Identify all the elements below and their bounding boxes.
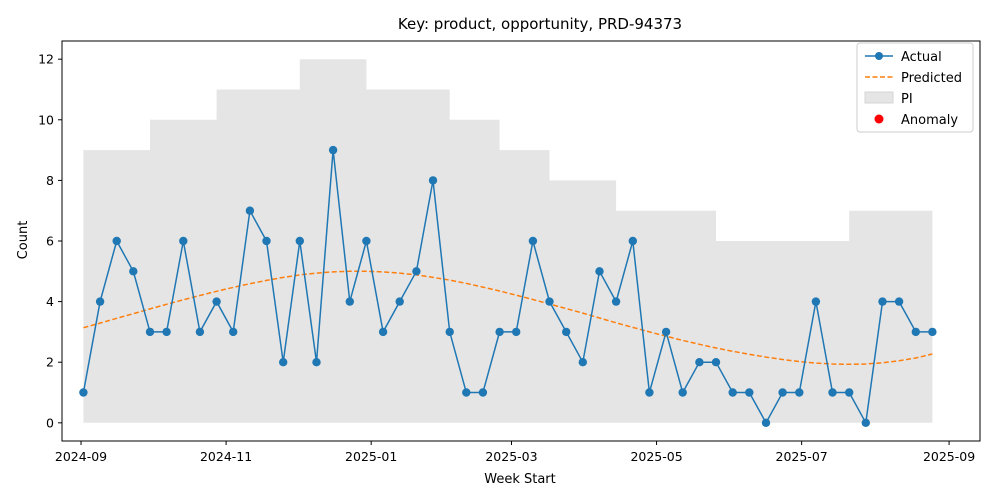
x-tick-label: 2024-09	[55, 449, 107, 464]
actual-point	[495, 327, 504, 337]
actual-point	[345, 297, 354, 306]
prediction-interval-layer	[83, 59, 933, 423]
actual-point	[861, 418, 870, 427]
legend-anomaly-label: Anomaly	[901, 113, 958, 128]
legend-predicted-label: Predicted	[901, 71, 962, 86]
x-tick-label: 2025-09	[923, 449, 975, 464]
actual-point	[312, 358, 321, 367]
actual-point	[695, 358, 704, 367]
actual-point	[478, 388, 488, 397]
legend-anomaly-marker	[874, 114, 884, 124]
actual-point	[229, 327, 238, 337]
actual-point	[745, 388, 754, 397]
actual-point	[245, 206, 255, 215]
actual-point	[545, 297, 554, 306]
actual-point	[179, 236, 188, 246]
x-tick-label: 2025-05	[630, 449, 682, 464]
y-tick-label: 10	[38, 112, 54, 127]
actual-point	[279, 358, 288, 367]
actual-point	[328, 145, 338, 155]
y-axis-ticks: 0 2 4 6 8 10 12	[38, 52, 62, 430]
y-tick-label: 6	[46, 234, 54, 249]
prediction-interval-band	[83, 59, 933, 423]
legend-box	[856, 42, 974, 133]
legend: Actual Predicted PI Anomaly	[856, 42, 974, 133]
y-tick-label: 4	[46, 294, 54, 309]
actual-point	[795, 388, 804, 397]
actual-point	[894, 297, 904, 306]
actual-series-line	[82, 150, 933, 426]
actual-point	[162, 327, 171, 337]
actual-point	[412, 267, 421, 276]
legend-actual-marker	[875, 52, 883, 60]
plot-area	[61, 40, 981, 442]
y-tick-label: 2	[46, 355, 54, 370]
actual-point	[562, 327, 571, 337]
actual-point	[195, 327, 205, 337]
actual-point	[578, 358, 587, 367]
actual-point	[761, 418, 771, 427]
actual-point	[811, 297, 821, 306]
y-axis-label: Count	[16, 221, 31, 260]
actual-point	[928, 327, 937, 337]
legend-actual-label: Actual	[901, 50, 942, 65]
actual-point	[129, 267, 138, 276]
actual-point	[512, 327, 521, 337]
actual-point	[462, 388, 471, 397]
y-tick-label: 12	[38, 52, 54, 67]
actual-point	[362, 236, 371, 246]
actual-point	[528, 236, 538, 246]
actual-point	[878, 297, 887, 306]
actual-point	[79, 388, 88, 397]
predicted-layer	[83, 270, 933, 366]
actual-point	[445, 327, 454, 337]
actual-point	[911, 327, 920, 337]
actual-point	[828, 388, 837, 397]
actual-point	[378, 327, 388, 337]
x-tick-label: 2024-11	[200, 449, 252, 464]
legend-pi: PI	[864, 91, 913, 107]
actual-point	[645, 388, 654, 397]
actual-point	[678, 388, 687, 397]
legend-actual: Actual	[865, 50, 942, 65]
actual-point	[845, 388, 854, 397]
x-tick-label: 2025-07	[776, 449, 828, 464]
actual-point	[595, 267, 604, 276]
actual-point	[395, 297, 404, 306]
actual-point	[611, 297, 621, 306]
actual-point	[711, 358, 721, 367]
actual-point	[262, 236, 271, 246]
actual-point	[95, 297, 105, 306]
actual-point	[295, 236, 304, 246]
actual-point	[728, 388, 737, 397]
legend-predicted: Predicted	[865, 71, 962, 86]
actual-point	[428, 176, 438, 185]
legend-pi-swatch	[864, 91, 894, 104]
predicted-series-line	[83, 270, 933, 366]
x-axis-label: Week Start	[484, 472, 556, 487]
y-tick-label: 8	[46, 173, 54, 188]
actual-point	[112, 236, 121, 246]
actual-point	[778, 388, 787, 397]
actual-point	[145, 327, 155, 337]
y-tick-label: 0	[46, 415, 54, 430]
x-tick-label: 2025-01	[345, 449, 397, 464]
actual-layer	[79, 145, 937, 427]
legend-pi-label: PI	[901, 92, 913, 107]
x-tick-label: 2025-03	[485, 449, 537, 464]
actual-point	[212, 297, 221, 306]
legend-anomaly: Anomaly	[874, 113, 958, 128]
chart-title: Key: product, opportunity, PRD-94373	[398, 15, 682, 33]
x-axis-ticks: 2024-09 2024-11 2025-01 2025-03 2025-05 2025-…	[55, 441, 975, 464]
actual-point	[661, 327, 671, 337]
actual-point	[628, 236, 637, 246]
